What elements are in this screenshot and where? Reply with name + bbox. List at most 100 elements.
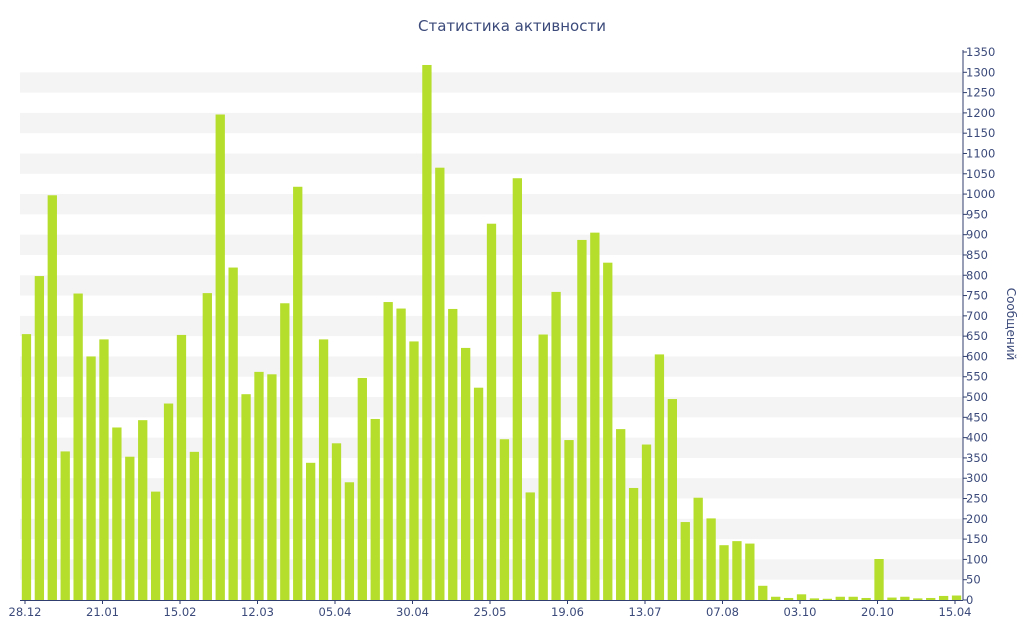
x-tick-label: 13.07 — [629, 605, 662, 619]
y-tick-label: 250 — [966, 492, 988, 506]
bar — [409, 341, 419, 600]
bar — [758, 585, 768, 600]
bar — [228, 267, 238, 600]
y-tick-label: 0 — [966, 593, 973, 607]
bar — [913, 598, 923, 600]
bar — [202, 293, 212, 600]
bar — [163, 403, 174, 600]
bar — [603, 262, 613, 600]
bar — [512, 178, 522, 601]
bar — [938, 595, 949, 600]
x-tick-label: 30.04 — [396, 605, 429, 619]
bar — [138, 420, 148, 600]
bar — [176, 334, 187, 600]
bar — [577, 239, 587, 600]
bar — [745, 543, 755, 600]
grid-band — [20, 112, 963, 134]
y-tick-label: 600 — [966, 349, 988, 363]
y-tick-label: 500 — [966, 390, 988, 404]
bar — [461, 347, 471, 600]
x-tick-label: 25.05 — [474, 605, 507, 619]
bar — [383, 302, 393, 600]
y-axis: 0 50 100 150 200 250 300 350 400 450 500 550 600 650 7… — [962, 45, 995, 607]
bar — [370, 418, 380, 600]
y-tick-label: 100 — [966, 552, 988, 566]
bar — [706, 518, 716, 600]
bar — [422, 64, 432, 601]
y-tick-label: 850 — [966, 248, 988, 262]
bar — [538, 334, 548, 600]
x-tick-label: 21.01 — [86, 605, 119, 619]
bar — [796, 594, 807, 600]
bar — [732, 541, 742, 600]
y-tick-label: 1000 — [966, 187, 995, 201]
bar — [254, 371, 264, 600]
x-tick-label: 20.10 — [861, 605, 894, 619]
bar — [267, 374, 277, 600]
bar — [783, 597, 794, 600]
x-tick-label: 03.10 — [784, 605, 817, 619]
grid-band — [20, 153, 963, 174]
bar — [951, 595, 962, 600]
y-tick-label: 1100 — [966, 146, 995, 160]
x-axis: 28.12 21.01 15.02 12.03 05.04 30.04 25.05 19.06… — [9, 600, 972, 619]
y-tick-label: 200 — [966, 512, 988, 526]
bar — [564, 440, 574, 600]
y-tick-label: 900 — [966, 228, 988, 242]
y-tick-label: 350 — [966, 451, 988, 465]
bar — [318, 339, 329, 600]
bar — [486, 223, 497, 600]
bar — [641, 444, 652, 600]
bar — [331, 443, 342, 600]
bar — [344, 482, 355, 600]
bar — [448, 308, 458, 600]
y-tick-label: 300 — [966, 471, 988, 485]
bar — [306, 462, 316, 600]
y-tick-label: 1200 — [966, 106, 995, 120]
y-tick-label: 1250 — [966, 86, 995, 100]
bar — [241, 394, 251, 600]
x-tick-label: 07.08 — [706, 605, 739, 619]
bar — [667, 399, 677, 600]
bar — [616, 429, 626, 600]
bar — [680, 522, 690, 600]
y-tick-label: 1300 — [966, 65, 995, 79]
bar — [435, 167, 445, 600]
bar — [73, 293, 83, 600]
x-tick-label: 19.06 — [551, 605, 584, 619]
bar — [47, 195, 57, 601]
bar — [396, 308, 406, 600]
bar — [215, 114, 225, 600]
bar — [887, 597, 897, 600]
bar — [150, 491, 161, 600]
bar — [809, 598, 820, 600]
y-tick-label: 50 — [966, 573, 981, 587]
bar — [357, 377, 367, 600]
bar — [280, 303, 290, 600]
y-tick-label: 150 — [966, 532, 988, 546]
bar-series — [21, 64, 962, 601]
y-tick-label: 1050 — [966, 167, 995, 181]
bar — [499, 439, 510, 600]
bar — [60, 451, 70, 600]
bar — [34, 276, 45, 600]
chart-title: Статистика активности — [418, 17, 606, 35]
grid-band — [20, 72, 963, 93]
x-tick-label: 12.03 — [241, 605, 274, 619]
y-tick-label: 550 — [966, 370, 988, 384]
y-tick-label: 650 — [966, 329, 988, 343]
y-tick-label: 1150 — [966, 126, 995, 140]
y-tick-label: 450 — [966, 410, 988, 424]
y-tick-label: 400 — [966, 431, 988, 445]
bar — [525, 492, 535, 600]
y-tick-label: 800 — [966, 268, 988, 282]
bar — [628, 487, 639, 600]
bar — [900, 596, 910, 600]
y-tick-label: 750 — [966, 289, 988, 303]
bar — [771, 596, 781, 600]
bar — [473, 387, 484, 600]
x-tick-label: 15.04 — [939, 605, 972, 619]
bar — [293, 186, 303, 600]
bar — [822, 598, 833, 600]
bar — [86, 356, 96, 600]
